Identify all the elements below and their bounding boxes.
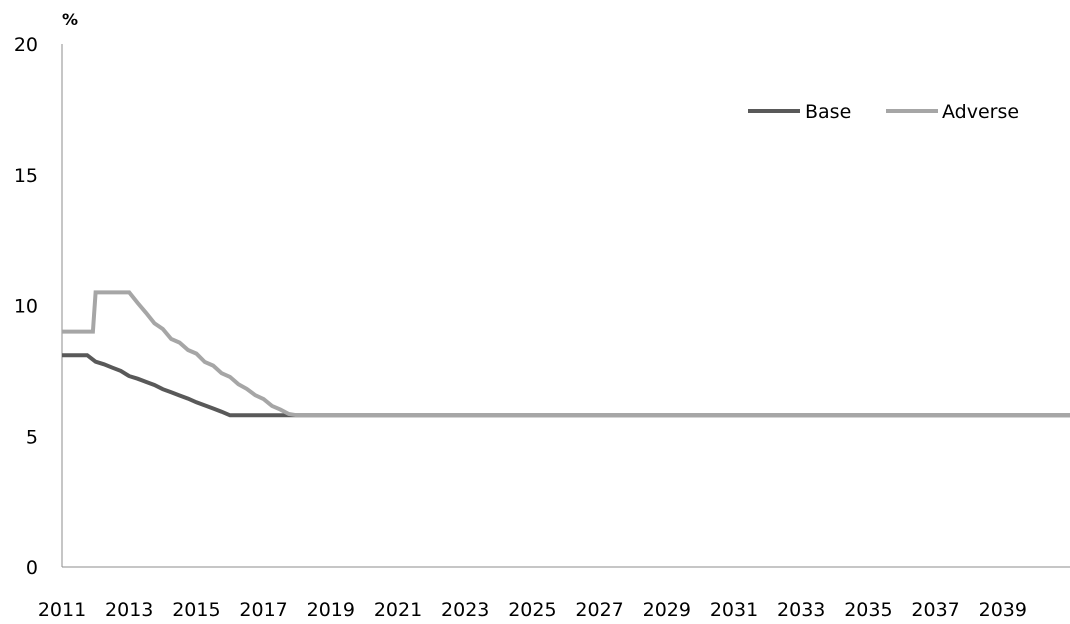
x-tick-label: 2033 bbox=[777, 599, 825, 621]
x-tick-label: 2023 bbox=[441, 599, 489, 621]
x-tick-label: 2015 bbox=[172, 599, 220, 621]
x-tick-label: 2017 bbox=[239, 599, 287, 621]
x-tick-label: 2019 bbox=[307, 599, 355, 621]
x-tick-label: 2021 bbox=[374, 599, 422, 621]
y-axis-unit-label: % bbox=[62, 10, 78, 29]
x-tick-label: 2029 bbox=[643, 599, 691, 621]
x-tick-label: 2011 bbox=[38, 599, 86, 621]
y-tick-label: 0 bbox=[26, 557, 38, 579]
legend-label-base: Base bbox=[805, 101, 851, 123]
x-tick-label: 2027 bbox=[575, 599, 623, 621]
x-tick-label: 2037 bbox=[911, 599, 959, 621]
y-tick-label: 20 bbox=[14, 34, 38, 56]
x-axis-tick-labels: 2011 2013 2015 2017 2019 2021 2023 2025 2027 2029… bbox=[38, 599, 1027, 621]
y-axis-tick-labels: 0 5 10 15 20 bbox=[14, 34, 38, 579]
series-lines bbox=[62, 290, 1070, 418]
legend: Base Adverse bbox=[748, 101, 1019, 123]
x-tick-label: 2039 bbox=[979, 599, 1027, 621]
x-tick-label: 2031 bbox=[710, 599, 758, 621]
series-line-base bbox=[62, 353, 1070, 418]
x-tick-label: 2013 bbox=[105, 599, 153, 621]
series-line-adverse bbox=[62, 290, 1070, 418]
legend-label-adverse: Adverse bbox=[942, 101, 1019, 123]
x-tick-label: 2035 bbox=[844, 599, 892, 621]
y-tick-label: 5 bbox=[26, 426, 38, 448]
x-tick-label: 2025 bbox=[508, 599, 556, 621]
y-tick-label: 15 bbox=[14, 165, 38, 187]
y-tick-label: 10 bbox=[14, 296, 38, 318]
